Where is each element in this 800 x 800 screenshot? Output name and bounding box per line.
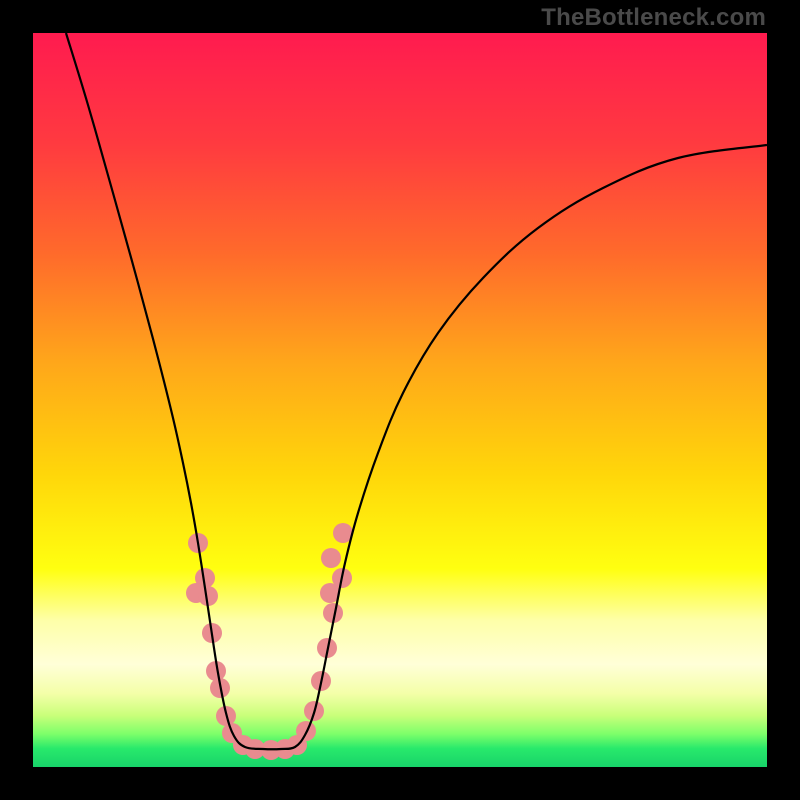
chart-svg: [33, 33, 767, 767]
plot-area: [33, 33, 767, 767]
data-point: [321, 548, 341, 568]
watermark-text: TheBottleneck.com: [541, 4, 766, 32]
outer-frame: TheBottleneck.com: [0, 0, 800, 800]
